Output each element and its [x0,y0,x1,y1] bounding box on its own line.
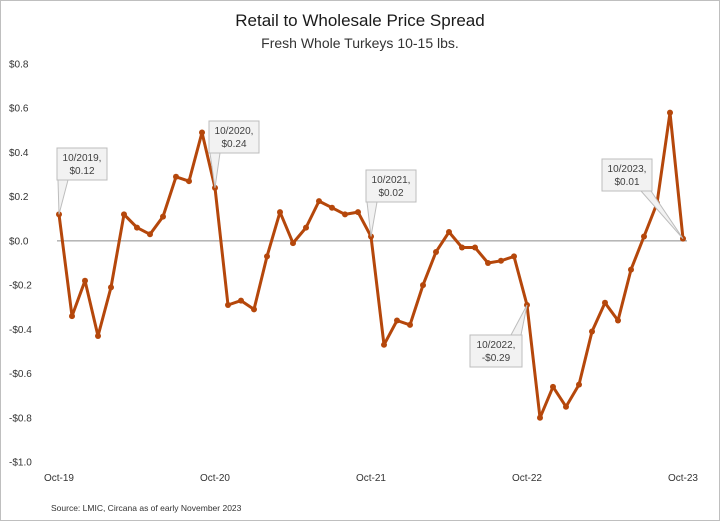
data-point [420,282,426,289]
callout-box [601,158,653,192]
data-point [121,211,127,218]
y-tick-label: $0.4 [9,148,29,159]
data-point [576,381,582,388]
data-point [82,277,88,284]
callout-label: 10/2019, [63,153,102,164]
x-tick-label: Oct-21 [356,473,386,484]
data-point [641,233,647,240]
data-point [602,299,608,306]
data-point [186,178,192,185]
data-point [225,302,231,309]
x-tick-label: Oct-20 [200,473,230,484]
x-tick-label: Oct-23 [668,473,698,484]
data-point [160,213,166,220]
y-tick-label: -$1.0 [9,458,32,469]
callout-value: $0.02 [378,188,403,199]
y-tick-label: -$0.2 [9,281,32,292]
callout-label: 10/2021, [372,175,411,186]
data-point [381,341,387,348]
data-point [615,317,621,324]
data-point [589,328,595,335]
data-point [264,253,270,260]
y-tick-label: -$0.8 [9,413,32,424]
data-point [108,284,114,291]
data-point [69,313,75,320]
callout-label: 10/2020, [215,126,254,137]
series-line [57,111,685,420]
data-point [628,266,634,273]
data-point [316,198,322,205]
y-tick-label: $0.2 [9,192,29,203]
data-point [329,204,335,211]
data-point [173,173,179,180]
x-tick-label: Oct-22 [512,473,542,484]
data-point [238,297,244,304]
data-point [485,260,491,266]
data-point [303,224,309,231]
data-point [563,403,569,410]
callout-box [56,147,108,181]
chart-subtitle: Fresh Whole Turkeys 10-15 lbs. [261,35,459,51]
data-point [472,244,478,251]
data-point [342,211,348,218]
callout-box [208,120,260,154]
data-point [394,317,400,324]
data-point [147,231,153,238]
callout-value: $0.24 [221,139,246,150]
data-point [667,109,673,116]
data-point [537,414,543,421]
callout-value: $0.01 [614,177,639,188]
callout-label: 10/2022, [477,340,516,351]
data-point [407,321,413,328]
callout-value: $0.12 [69,166,94,177]
callout-box [469,334,523,368]
data-point [355,209,361,216]
data-point [199,129,205,136]
data-point [277,209,283,216]
callout-label: 10/2023, [608,164,647,175]
data-point [134,224,140,231]
data-point [95,332,101,339]
data-point [459,244,465,251]
data-point [251,306,257,313]
y-tick-label: $0.8 [9,60,29,71]
y-tick-label: -$0.6 [9,369,32,380]
callout-box [365,169,417,203]
chart-title: Retail to Wholesale Price Spread [235,11,485,30]
y-tick-label: -$0.4 [9,325,32,336]
callout-pointer [510,304,528,336]
y-tick-label: $0.6 [9,104,29,115]
axes-layer: $0.8 $0.6 $0.4 $0.2 $0.0 -$0.2 -$0.4 -$0.6 -$0.8… [9,60,698,485]
data-point [511,253,517,260]
data-point [290,240,296,247]
series-layer [56,109,686,421]
callout-value: -$0.29 [482,353,511,364]
y-tick-label: $0.0 [9,236,29,247]
callout-pointer [57,179,69,215]
data-point [446,229,452,236]
data-point [433,248,439,255]
x-tick-label: Oct-19 [44,473,74,484]
source-note: Source: LMIC, Circana as of early Novemb… [51,503,242,513]
data-point [498,257,504,264]
data-point [550,383,556,390]
annotation-layer: 10/2019, $0.12 10/2020, $0.24 10/2021, $0.02 1… [56,120,684,368]
